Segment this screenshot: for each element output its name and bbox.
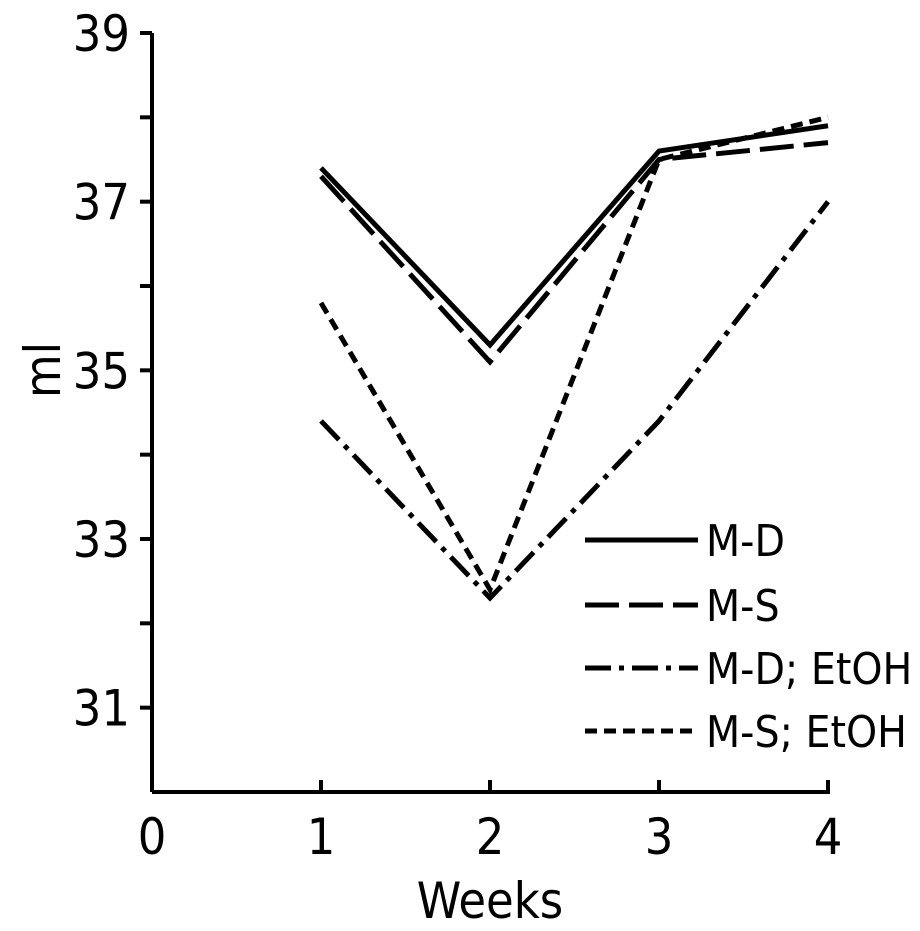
series-line-3 [319, 200, 830, 602]
x-axis-title: Weeks [417, 872, 563, 930]
x-tick-label: 0 [138, 808, 167, 866]
x-tick-label: 2 [476, 808, 505, 866]
series-lines [318, 114, 830, 602]
legend: M-D M-S M-D; EtOH M-S; EtOH [585, 516, 912, 758]
series-line-2 [319, 140, 829, 366]
series-line-1 [319, 123, 829, 349]
legend-label: M-D [706, 516, 785, 567]
series-line-4 [318, 114, 829, 596]
x-tick-label: 4 [814, 808, 843, 866]
y-tick-label: 33 [73, 511, 130, 569]
legend-label: M-S; EtOH [706, 707, 907, 758]
y-tick-label: 39 [73, 5, 130, 63]
y-tick-label: 37 [73, 174, 130, 232]
legend-label: M-S [706, 581, 780, 632]
axes: 31 33 35 37 39 0 1 2 3 4 [73, 5, 843, 866]
x-tick-label: 3 [645, 808, 674, 866]
x-tick-label: 1 [307, 808, 336, 866]
legend-label: M-D; EtOH [706, 644, 912, 695]
y-axis-title: ml [14, 342, 72, 398]
y-tick-label: 35 [73, 342, 130, 400]
y-tick-label: 31 [73, 680, 130, 738]
